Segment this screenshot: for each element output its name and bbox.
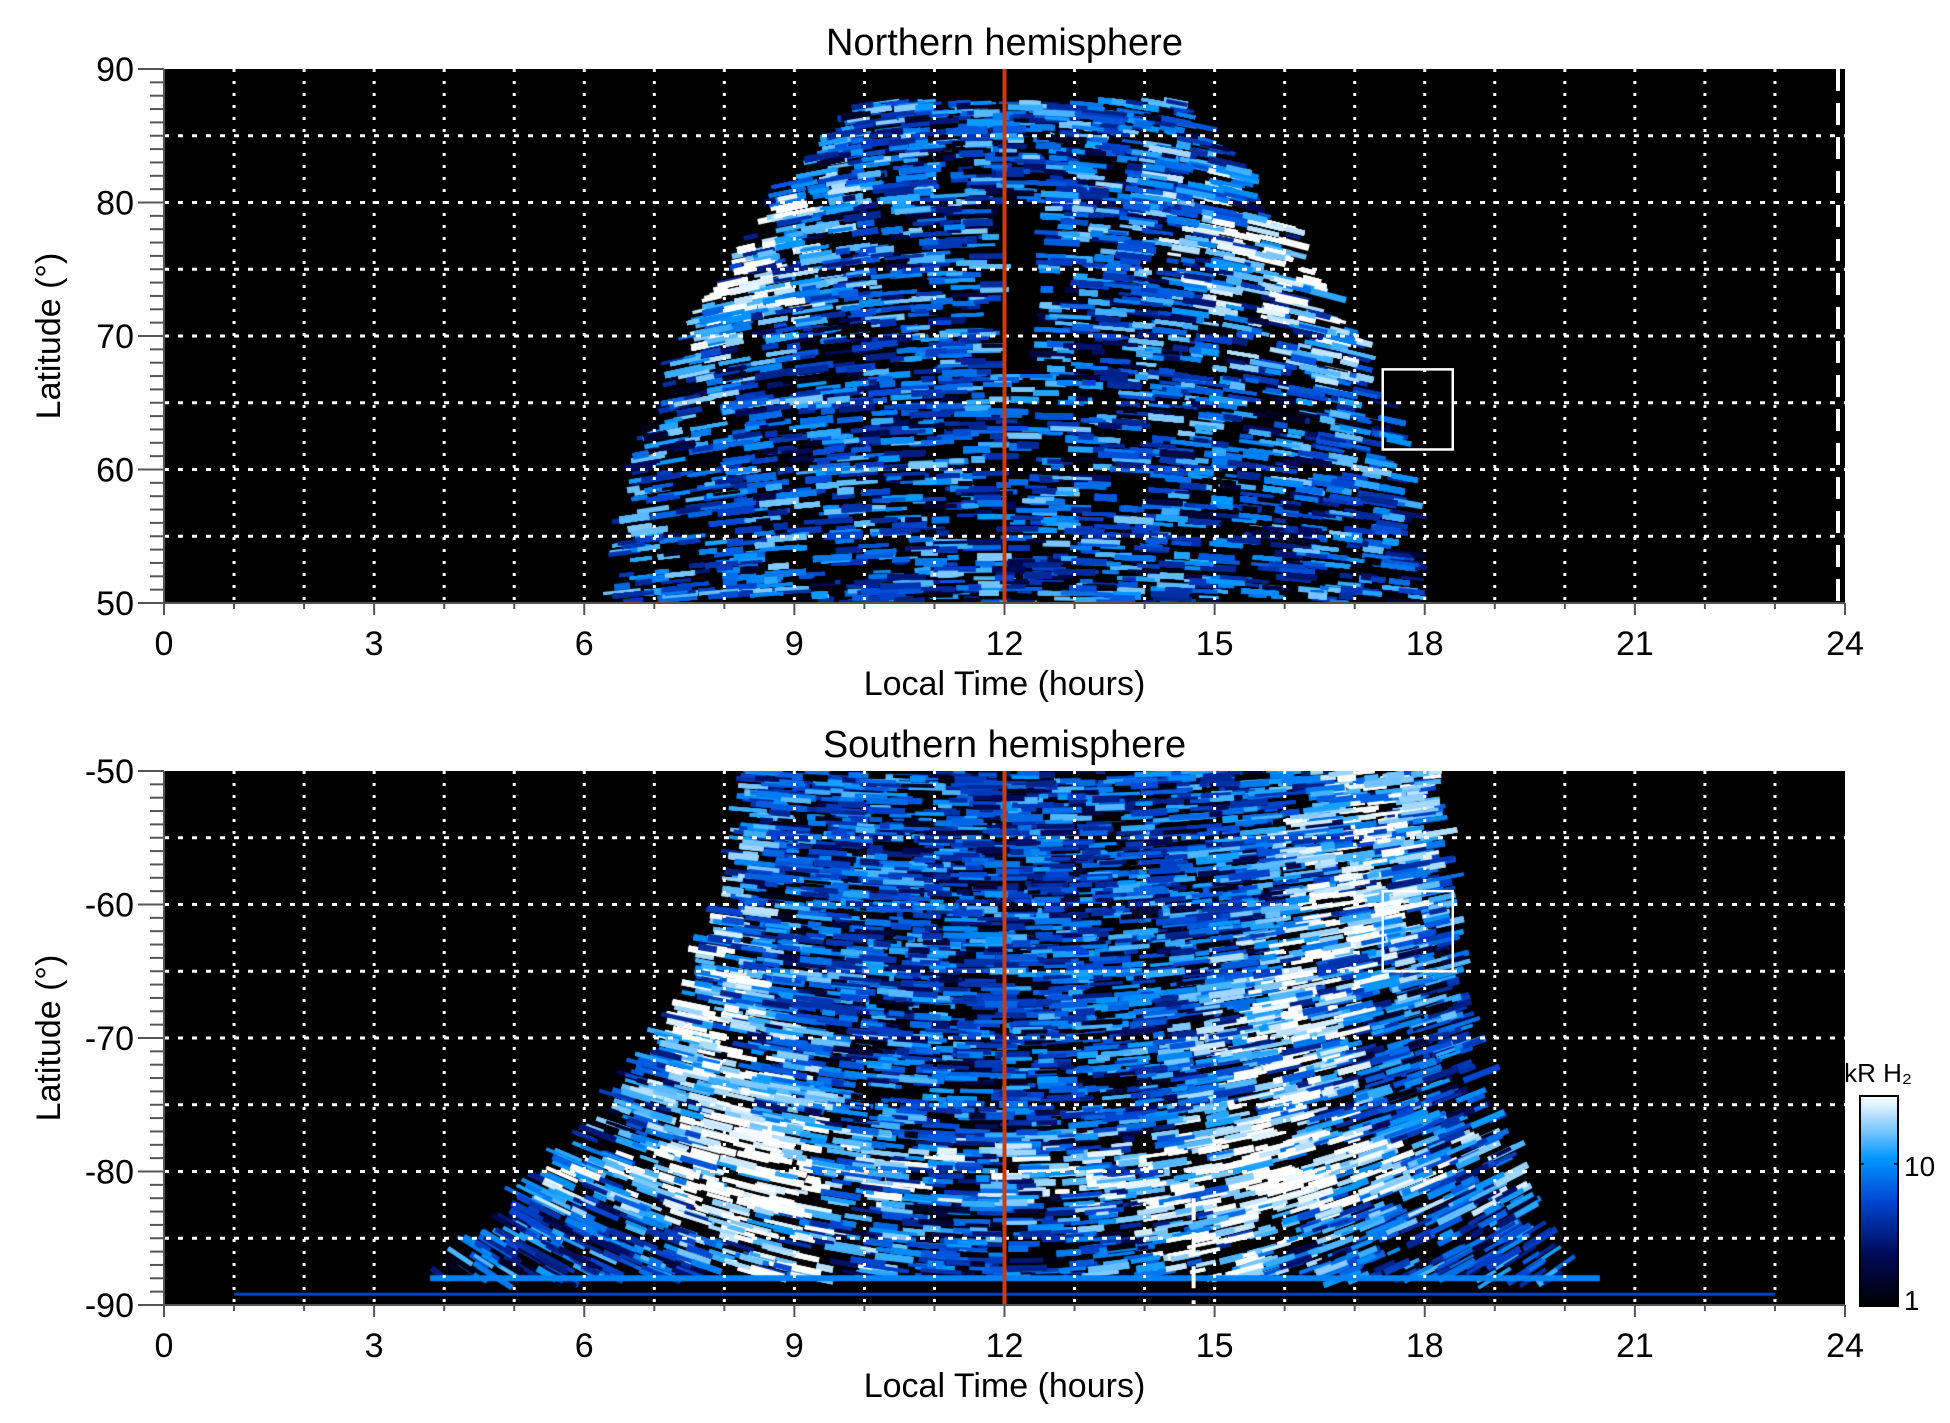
x-axis-label: Local Time (hours)	[864, 665, 1146, 703]
highlight-box	[1381, 368, 1455, 451]
x-tick-label: 3	[365, 625, 384, 663]
highlight-box	[1381, 889, 1455, 973]
colorbar-tick-label: 10	[1904, 1151, 1935, 1182]
y-tick-label: 90	[96, 51, 134, 89]
panel-title: Northern hemisphere	[826, 22, 1183, 64]
y-tick-label: 50	[96, 585, 134, 623]
south-panel: 0 3 6 9 12 15 18 21 24 -50 -60 -70 -80 -90 Southern he…	[30, 724, 1864, 1405]
x-tick-label: 18	[1406, 1327, 1444, 1365]
x-tick-label: 0	[155, 1327, 174, 1365]
x-tick-label: 3	[365, 1327, 384, 1365]
y-tick-label: -60	[85, 887, 134, 925]
x-tick-label: 9	[785, 625, 804, 663]
x-tick-label: 15	[1196, 1327, 1234, 1365]
x-tick-label: 21	[1616, 625, 1654, 663]
north-panel: 0 3 6 9 12 15 18 21 24 90 80 70 60 50 Northern hemisph…	[30, 22, 1864, 703]
y-tick-label: -50	[85, 753, 134, 791]
x-tick-label: 12	[986, 625, 1024, 663]
y-axis-label: Latitude (°)	[30, 955, 68, 1122]
x-tick-label: 21	[1616, 1327, 1654, 1365]
colorbar-tick-label: 1	[1904, 1285, 1920, 1316]
colorbar-title: kR H₂	[1844, 1058, 1912, 1088]
x-tick-label: 0	[155, 625, 174, 663]
y-tick-label: 70	[96, 318, 134, 356]
y-tick-label: -70	[85, 1020, 134, 1058]
panel-title: Southern hemisphere	[823, 724, 1186, 766]
colorbar-gradient	[1860, 1096, 1898, 1306]
x-tick-label: 24	[1826, 1327, 1864, 1365]
colorbar: 10 1 kR H₂	[1844, 1058, 1935, 1316]
x-tick-label: 6	[575, 625, 594, 663]
y-tick-label: 80	[96, 185, 134, 223]
y-tick-label: -80	[85, 1154, 134, 1192]
y-axis-label: Latitude (°)	[30, 253, 68, 420]
x-tick-label: 9	[785, 1327, 804, 1365]
x-tick-label: 24	[1826, 625, 1864, 663]
y-tick-label: 60	[96, 452, 134, 490]
colorbar-frame	[1859, 1095, 1899, 1307]
x-tick-label: 18	[1406, 625, 1444, 663]
x-tick-label: 6	[575, 1327, 594, 1365]
x-axis-label: Local Time (hours)	[864, 1367, 1146, 1405]
x-tick-label: 15	[1196, 625, 1234, 663]
x-tick-label: 12	[986, 1327, 1024, 1365]
y-tick-label: -90	[85, 1287, 134, 1325]
